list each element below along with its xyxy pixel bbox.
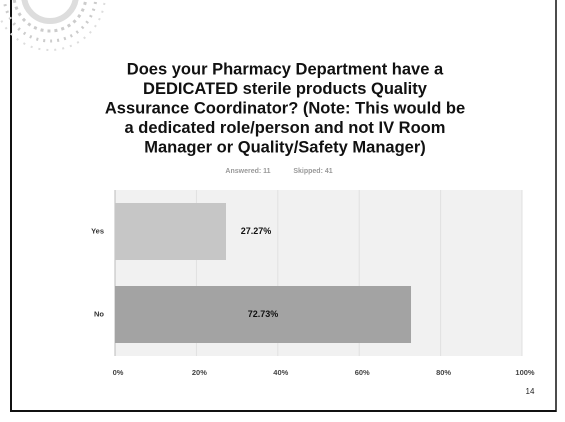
chart-title: Assurance Coordinator? (Note: This would… (105, 99, 465, 117)
chart-title: Does your Pharmacy Department have a (127, 60, 444, 78)
title: Does your Pharmacy Department have a DEDI… (105, 60, 465, 174)
y-tick-label: Yes (91, 226, 104, 235)
bar (115, 286, 412, 343)
x-tick-label: 100% (515, 368, 535, 377)
data-label: 27.27% (241, 226, 272, 236)
chart-title: DEDICATED sterile products Quality (143, 80, 428, 98)
bar (115, 203, 226, 260)
data-label: 72.73% (248, 309, 279, 319)
chart-title: a dedicated role/person and not IV Room (125, 119, 446, 137)
x-tick-label: 40% (273, 368, 288, 377)
subtitle: Skipped: 41 (293, 168, 332, 175)
chart-title: Manager or Quality/Safety Manager) (144, 138, 426, 156)
x-tick-label: 80% (436, 368, 451, 377)
subtitle: Answered: 11 (225, 168, 270, 175)
page-number: 14 (526, 387, 535, 396)
chart: 0% 20% 40% 60% 80% 100% Yes 27.27% No 72.73% (91, 190, 535, 377)
y-tick-label: No (94, 309, 104, 318)
x-tick-label: 60% (355, 368, 370, 377)
x-tick-label: 20% (192, 368, 207, 377)
x-tick-label: 0% (113, 368, 124, 377)
decoration (0, 0, 106, 51)
